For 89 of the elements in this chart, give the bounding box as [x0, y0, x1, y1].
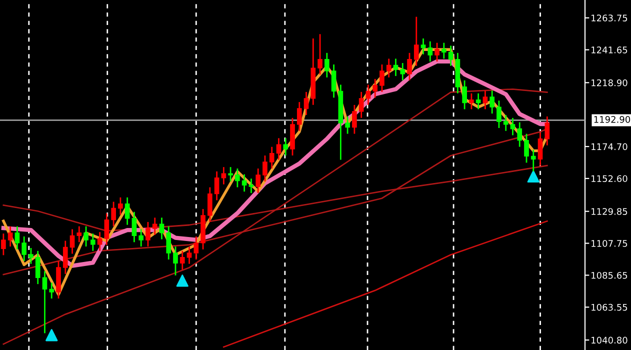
candlestick: [124, 197, 130, 225]
candlestick: [118, 197, 123, 215]
candlestick: [420, 38, 426, 54]
candlestick: [510, 118, 516, 136]
candlestick: [8, 226, 13, 247]
candlestick: [70, 229, 75, 254]
candlestick: [146, 222, 150, 247]
candlestick: [49, 282, 54, 299]
y-tick-label: 1218.90: [592, 79, 628, 86]
candlestick: [469, 93, 474, 110]
candlestick: [111, 202, 116, 226]
candlestick: [180, 250, 185, 270]
candlestick: [42, 271, 48, 334]
ref-line-label: 1192.90: [594, 116, 630, 123]
candlestick: [256, 168, 261, 194]
candlestick: [393, 58, 398, 76]
candlestick: [166, 226, 172, 260]
candlestick: [407, 52, 412, 80]
candlestick: [428, 41, 433, 62]
candlestick: [186, 246, 192, 264]
candlestick: [262, 156, 268, 182]
y-tick-label: 1085.65: [592, 272, 628, 279]
candlestick: [62, 240, 68, 274]
candlestick: [283, 138, 288, 156]
candlestick: [173, 246, 178, 276]
line-series: [2, 88, 548, 345]
candlestick: [441, 42, 446, 59]
candlestick: [159, 218, 164, 240]
candlestick: [524, 134, 529, 163]
y-tick-label: 1107.75: [592, 240, 628, 247]
candlestick: [104, 213, 110, 246]
candlestick: [434, 42, 440, 62]
candlestick: [366, 84, 371, 105]
candlestick: [490, 90, 495, 114]
candlestick: [76, 226, 82, 242]
candlestick: [372, 78, 378, 98]
candlestick: [476, 93, 481, 110]
candlestick: [324, 52, 330, 78]
candlestick: [414, 16, 419, 66]
candlestick: [152, 218, 158, 235]
candlestick: [538, 132, 543, 166]
candlestick: [14, 226, 20, 250]
point: [176, 274, 188, 287]
candlestick: [544, 116, 550, 146]
candlestick: [194, 236, 199, 260]
point: [527, 170, 540, 183]
point: [46, 329, 58, 342]
candlestick: [318, 34, 322, 75]
candlestick: [276, 138, 282, 160]
y-tick-label: 1152.60: [592, 175, 628, 182]
candlestick: [496, 100, 502, 128]
candlestick: [517, 122, 522, 147]
candlestick: [235, 168, 240, 188]
candlestick: [352, 104, 357, 134]
candlestick: [380, 64, 384, 92]
candlestick: [90, 234, 96, 251]
y-tick-label: 1129.85: [592, 208, 628, 215]
y-tick-label: 1263.75: [592, 14, 628, 22]
candlestick: [530, 150, 536, 172]
candlestick: [296, 102, 302, 131]
candlestick: [84, 226, 88, 247]
candlestick: [221, 167, 226, 184]
candlestick: [1, 234, 6, 256]
y-tick-label: 1241.65: [592, 46, 628, 54]
y-tick-label: 1063.55: [592, 304, 628, 311]
candlestick: [400, 63, 406, 80]
candlestick: [138, 229, 144, 247]
y-tick-label: 1174.70: [592, 143, 628, 150]
line-series: [222, 220, 548, 348]
candlestick: [248, 178, 254, 194]
candlestick: [386, 58, 392, 78]
candlestick: [97, 232, 102, 251]
candlestick: [22, 236, 27, 261]
candlestick: [462, 80, 467, 110]
candlestick: [503, 115, 508, 131]
candlestick: [28, 248, 34, 264]
candlestick: [358, 92, 364, 118]
candlestick: [214, 171, 220, 200]
y-tick-label: 1040.80: [592, 336, 628, 344]
candlestick: [269, 146, 274, 168]
candlestick: [228, 167, 233, 182]
candlestick: [35, 250, 40, 284]
candlestick: [207, 187, 212, 222]
candlestick: [345, 116, 350, 134]
candlestick: [331, 64, 336, 98]
candlestick: [242, 174, 247, 192]
candlestick: [132, 212, 137, 242]
candlestick: [482, 90, 488, 110]
candlestick: [304, 92, 309, 115]
